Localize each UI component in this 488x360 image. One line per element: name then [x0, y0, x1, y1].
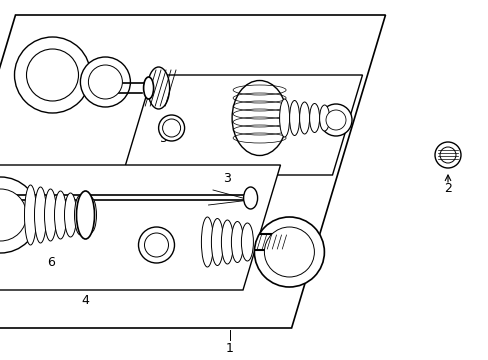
Circle shape	[434, 142, 460, 168]
Circle shape	[0, 177, 39, 253]
Ellipse shape	[84, 197, 96, 233]
Text: 6: 6	[47, 256, 55, 269]
Circle shape	[0, 189, 26, 241]
Text: 2: 2	[443, 181, 451, 194]
Ellipse shape	[201, 217, 213, 267]
Ellipse shape	[299, 102, 309, 134]
Ellipse shape	[44, 189, 57, 241]
Circle shape	[15, 37, 90, 113]
Ellipse shape	[243, 187, 257, 209]
Polygon shape	[122, 75, 362, 175]
Circle shape	[144, 233, 168, 257]
Text: 1: 1	[225, 342, 233, 355]
Circle shape	[254, 217, 324, 287]
Ellipse shape	[279, 99, 289, 137]
Ellipse shape	[231, 221, 243, 262]
Circle shape	[158, 115, 184, 141]
Ellipse shape	[35, 187, 46, 243]
Ellipse shape	[241, 223, 253, 261]
Ellipse shape	[74, 195, 86, 235]
Circle shape	[88, 65, 122, 99]
Ellipse shape	[24, 185, 37, 245]
Circle shape	[163, 119, 180, 137]
Text: 5: 5	[159, 131, 167, 144]
Circle shape	[325, 110, 346, 130]
Text: 4: 4	[81, 293, 89, 306]
Ellipse shape	[309, 104, 319, 132]
Ellipse shape	[289, 100, 299, 135]
Circle shape	[264, 227, 314, 277]
Polygon shape	[0, 165, 280, 290]
Ellipse shape	[76, 191, 94, 239]
Ellipse shape	[221, 220, 233, 264]
Ellipse shape	[143, 77, 153, 99]
Polygon shape	[0, 15, 385, 328]
Ellipse shape	[64, 193, 76, 237]
Ellipse shape	[211, 219, 223, 266]
Circle shape	[26, 49, 79, 101]
Circle shape	[319, 104, 351, 136]
Text: 3: 3	[222, 171, 230, 185]
Ellipse shape	[232, 81, 286, 156]
Ellipse shape	[319, 105, 329, 131]
Ellipse shape	[54, 191, 66, 239]
Ellipse shape	[147, 67, 169, 109]
Circle shape	[80, 57, 130, 107]
Circle shape	[439, 147, 455, 163]
Circle shape	[138, 227, 174, 263]
